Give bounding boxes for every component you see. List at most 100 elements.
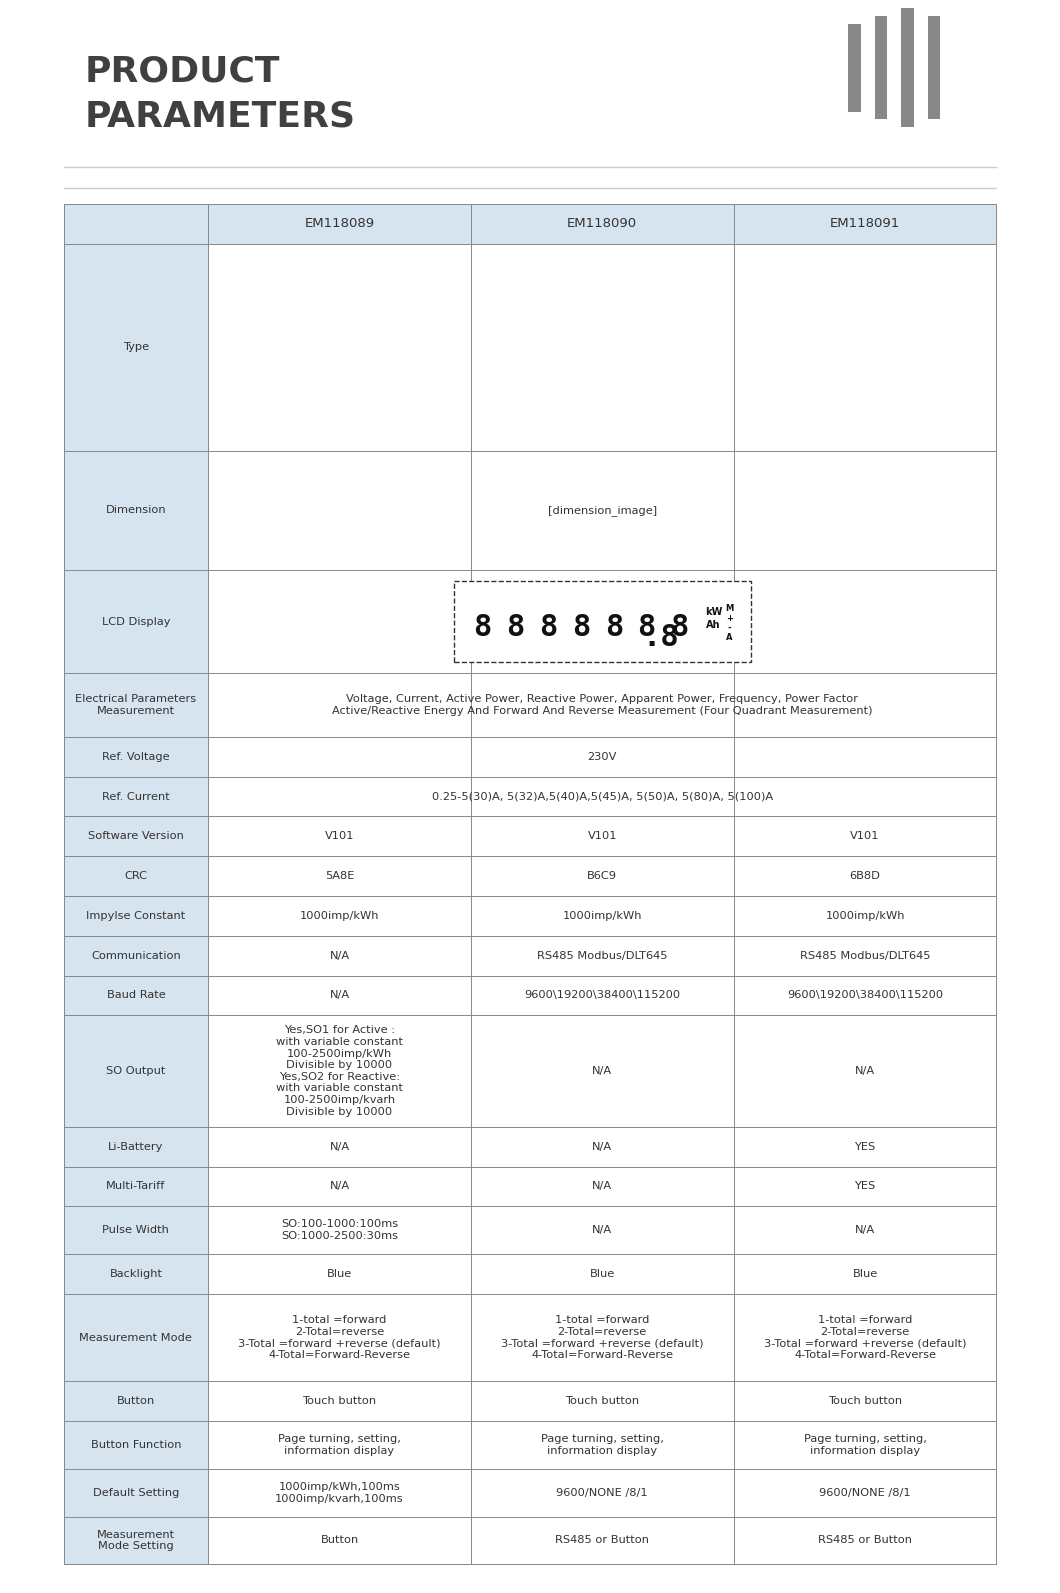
Text: A: A: [726, 632, 732, 642]
Bar: [64, 204, 208, 244]
Text: Yes,SO1 for Active :
with variable constant
100-2500imp/kWh
Divisible by 10000
Y: Yes,SO1 for Active : with variable const…: [276, 1026, 403, 1117]
Bar: [208, 1254, 471, 1294]
Text: Page turning, setting,
information display: Page turning, setting, information displ…: [803, 1434, 926, 1456]
Bar: [734, 895, 996, 935]
Text: YES: YES: [854, 1142, 876, 1152]
Text: Impylse Constant: Impylse Constant: [86, 911, 186, 921]
Bar: [64, 570, 208, 674]
Bar: [208, 975, 471, 1015]
Text: Blue: Blue: [852, 1270, 878, 1279]
Text: Default Setting: Default Setting: [92, 1488, 179, 1497]
Text: Voltage, Current, Active Power, Reactive Power, Apparent Power, Frequency, Power: Voltage, Current, Active Power, Reactive…: [332, 695, 872, 715]
Text: RS485 Modbus/DLT645: RS485 Modbus/DLT645: [800, 951, 931, 961]
Bar: [734, 1206, 996, 1254]
Text: Button: Button: [117, 1395, 155, 1407]
Bar: [64, 1166, 208, 1206]
Text: 5A8E: 5A8E: [324, 871, 354, 881]
Text: RS485 Modbus/DLT645: RS485 Modbus/DLT645: [537, 951, 668, 961]
Bar: [208, 1166, 471, 1206]
Text: 1-total =forward
2-Total=reverse
3-Total =forward +reverse (default)
4-Total=For: 1-total =forward 2-Total=reverse 3-Total…: [238, 1316, 441, 1360]
Bar: [471, 935, 734, 975]
Bar: [848, 24, 861, 112]
Bar: [64, 895, 208, 935]
Bar: [734, 244, 996, 451]
Bar: [734, 975, 996, 1015]
Bar: [208, 570, 996, 674]
Bar: [208, 244, 471, 451]
Text: Blue: Blue: [326, 1270, 352, 1279]
Text: 6B8D: 6B8D: [850, 871, 881, 881]
Text: -: -: [727, 623, 731, 632]
Text: Touch button: Touch button: [565, 1395, 639, 1407]
Text: 8: 8: [540, 613, 558, 642]
Text: 1000imp/kWh: 1000imp/kWh: [300, 911, 379, 921]
Text: SO Output: SO Output: [106, 1066, 165, 1077]
Text: Ref. Voltage: Ref. Voltage: [102, 752, 170, 761]
Bar: [208, 738, 996, 777]
Bar: [64, 244, 208, 451]
Text: [dimension_image]: [dimension_image]: [548, 505, 657, 516]
Text: V101: V101: [324, 832, 354, 841]
Text: YES: YES: [854, 1182, 876, 1192]
Text: 1-total =forward
2-Total=reverse
3-Total =forward +reverse (default)
4-Total=For: 1-total =forward 2-Total=reverse 3-Total…: [501, 1316, 704, 1360]
Text: 1000imp/kWh: 1000imp/kWh: [563, 911, 642, 921]
Text: Dimension: Dimension: [106, 505, 166, 515]
Text: SO:100-1000:100ms
SO:1000-2500:30ms: SO:100-1000:100ms SO:1000-2500:30ms: [281, 1219, 399, 1241]
Bar: [208, 935, 471, 975]
Text: 8: 8: [638, 613, 656, 642]
Bar: [471, 817, 734, 857]
Text: Button Function: Button Function: [91, 1440, 181, 1450]
Bar: [734, 935, 996, 975]
Text: PARAMETERS: PARAMETERS: [85, 99, 356, 134]
Text: Software Version: Software Version: [88, 832, 183, 841]
Text: Pulse Width: Pulse Width: [103, 1225, 170, 1235]
Text: Ref. Current: Ref. Current: [102, 792, 170, 801]
Bar: [471, 1254, 734, 1294]
Bar: [471, 1015, 734, 1126]
Bar: [64, 1517, 208, 1564]
Text: Backlight: Backlight: [109, 1270, 162, 1279]
Text: Button: Button: [320, 1536, 358, 1545]
Bar: [471, 975, 734, 1015]
Text: 9600\19200\38400\115200: 9600\19200\38400\115200: [787, 991, 943, 1000]
Bar: [734, 204, 996, 244]
Bar: [208, 857, 471, 895]
Text: V101: V101: [587, 832, 617, 841]
Text: Touch button: Touch button: [302, 1395, 376, 1407]
Bar: [928, 16, 940, 119]
Text: N/A: N/A: [855, 1066, 876, 1077]
Bar: [734, 857, 996, 895]
Bar: [208, 204, 471, 244]
Bar: [64, 1294, 208, 1381]
Bar: [208, 1294, 471, 1381]
Text: CRC: CRC: [124, 871, 147, 881]
Text: EM118089: EM118089: [304, 217, 374, 231]
Bar: [64, 1206, 208, 1254]
Bar: [471, 1469, 734, 1517]
Text: N/A: N/A: [330, 1142, 350, 1152]
Bar: [208, 1015, 471, 1126]
Bar: [64, 777, 208, 817]
Text: Multi-Tariff: Multi-Tariff: [106, 1182, 165, 1192]
Bar: [734, 1126, 996, 1166]
Bar: [208, 1517, 471, 1564]
Text: V101: V101: [850, 832, 880, 841]
Text: 1-total =forward
2-Total=reverse
3-Total =forward +reverse (default)
4-Total=For: 1-total =forward 2-Total=reverse 3-Total…: [764, 1316, 967, 1360]
Bar: [64, 674, 208, 738]
FancyBboxPatch shape: [454, 581, 750, 663]
Bar: [208, 451, 996, 570]
Bar: [734, 1294, 996, 1381]
Bar: [64, 1421, 208, 1469]
Text: 9600/NONE /8/1: 9600/NONE /8/1: [556, 1488, 648, 1497]
Text: 9600\19200\38400\115200: 9600\19200\38400\115200: [525, 991, 681, 1000]
Bar: [208, 1381, 471, 1421]
Bar: [734, 1015, 996, 1126]
Bar: [901, 8, 914, 127]
Bar: [734, 1381, 996, 1421]
Text: M: M: [725, 604, 734, 613]
Text: Type: Type: [123, 342, 149, 352]
Bar: [64, 1381, 208, 1421]
Text: Measurement Mode: Measurement Mode: [80, 1333, 192, 1343]
Bar: [471, 1517, 734, 1564]
Bar: [471, 1381, 734, 1421]
